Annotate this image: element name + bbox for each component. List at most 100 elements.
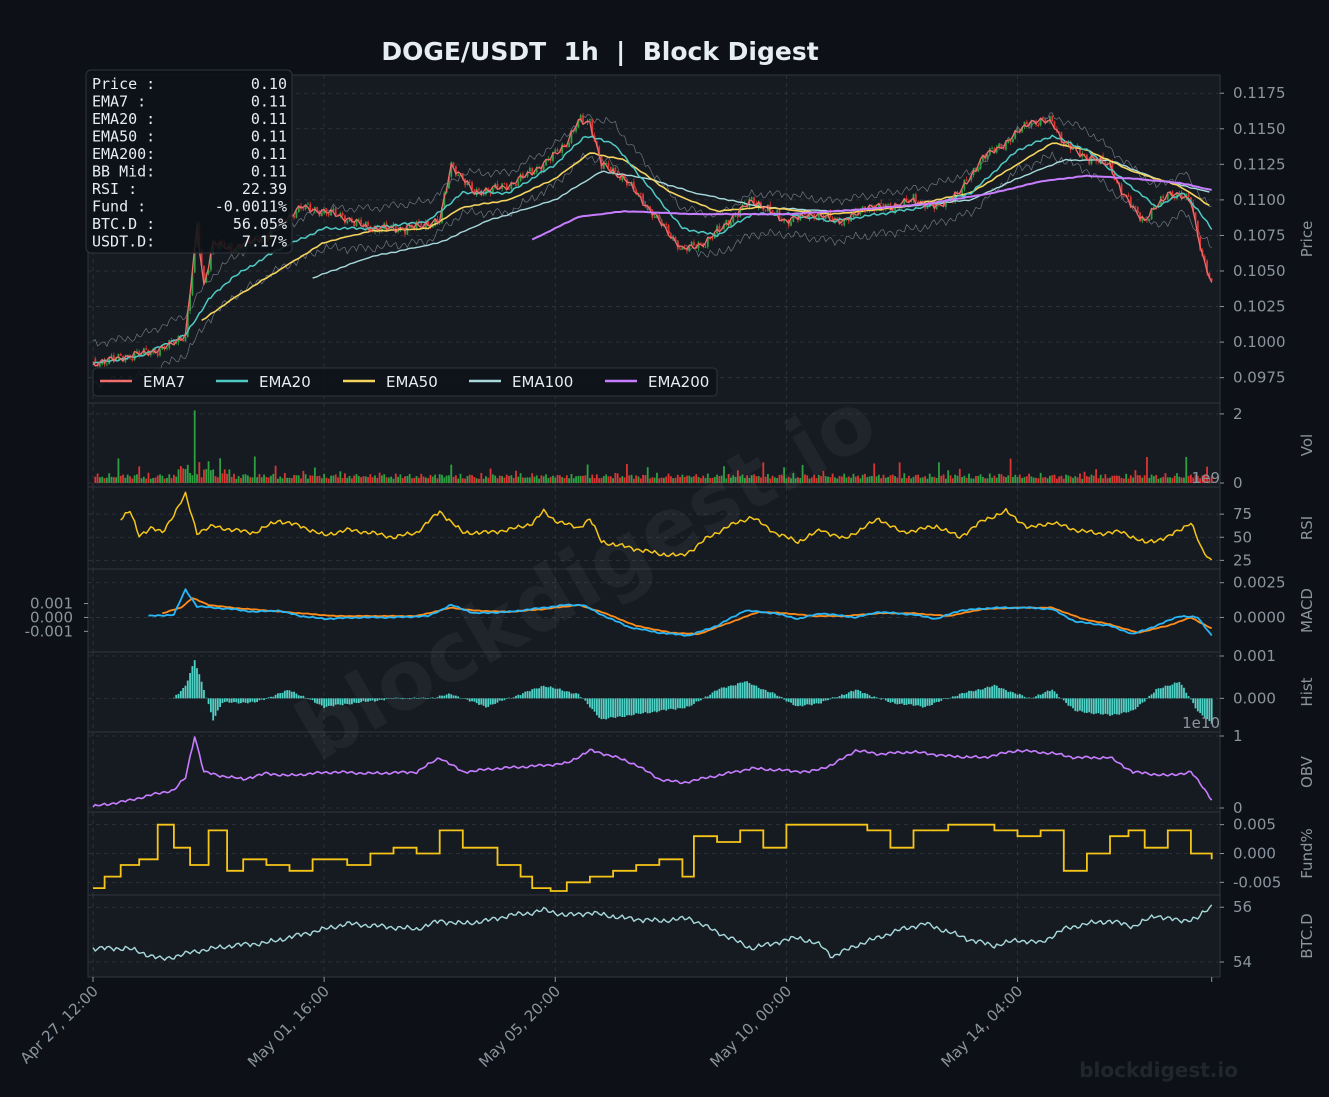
candle-body <box>420 221 423 226</box>
volume-bar <box>233 473 235 483</box>
volume-bar <box>438 474 441 483</box>
candle-body <box>1166 194 1169 200</box>
volume-bar <box>977 475 980 483</box>
volume-bar <box>228 469 231 483</box>
volume-bar <box>871 475 873 483</box>
volume-bar <box>383 474 386 483</box>
hist-bar <box>267 697 270 699</box>
volume-bar <box>845 477 848 483</box>
hist-bar <box>605 698 608 720</box>
volume-bar <box>334 474 337 483</box>
candle-body <box>1141 218 1144 222</box>
y-tick-label: 0.000 <box>1233 845 1276 863</box>
volume-bar <box>1206 466 1208 483</box>
volume-bar <box>1042 477 1044 483</box>
volume-bar <box>337 477 339 483</box>
hist-bar <box>501 698 504 701</box>
hist-bar <box>679 698 681 709</box>
volume-bar <box>341 477 344 483</box>
legend: EMA7 EMA20 EMA50 EMA100 EMA200 <box>92 367 718 397</box>
hist-bar <box>986 686 989 699</box>
info-label: EMA50 : <box>92 128 155 146</box>
hist-bar <box>565 691 568 699</box>
candle-body <box>542 165 545 172</box>
hist-bar <box>683 698 686 709</box>
funding-line <box>93 823 1213 892</box>
hist-bar <box>901 698 903 704</box>
hist-bar <box>316 698 319 704</box>
volume-bar <box>813 474 816 483</box>
volume-bar <box>914 474 917 483</box>
hist-bar <box>579 697 582 699</box>
hist-bar <box>369 698 372 701</box>
volume-bar <box>1159 477 1162 483</box>
candle-body <box>431 225 434 228</box>
volume-bar <box>461 478 464 483</box>
candle-body <box>193 246 196 273</box>
hist-bar <box>972 691 975 699</box>
hist-bar <box>1088 698 1091 713</box>
hist-bar <box>272 696 275 699</box>
volume-bar <box>843 473 846 483</box>
volume-bar <box>1044 477 1047 483</box>
hist-bar <box>503 698 506 701</box>
hist-bar <box>1035 696 1037 699</box>
volume-bar <box>746 475 749 483</box>
volume-bar <box>207 461 210 483</box>
volume-bar <box>96 473 99 483</box>
candle-body <box>836 217 839 219</box>
hist-bar <box>452 695 455 699</box>
hist-bar <box>748 682 751 699</box>
candle-body <box>1014 130 1017 139</box>
volume-bar <box>219 458 222 483</box>
volume-bar <box>676 474 679 483</box>
volume-bar <box>1125 473 1128 483</box>
candle-body <box>344 215 346 224</box>
hist-bar <box>1002 688 1005 699</box>
hist-bar <box>468 698 471 702</box>
volume-bar <box>1127 478 1130 483</box>
hist-bar <box>838 696 841 699</box>
volume-bar <box>320 478 323 483</box>
volume-bar <box>552 475 554 483</box>
y-tick-label: 75 <box>1233 505 1252 523</box>
volume-bar <box>272 473 275 483</box>
hist-bar <box>1189 698 1192 700</box>
candle-body <box>457 175 460 176</box>
volume-bar <box>736 470 739 483</box>
volume-bar <box>163 478 166 483</box>
volume-bar <box>695 474 698 483</box>
candle-body <box>1183 197 1185 199</box>
hist-bar <box>558 688 561 699</box>
candle-body <box>471 182 473 190</box>
volume-bar <box>411 478 413 483</box>
hist-bar <box>240 698 242 704</box>
volume-bar <box>1069 476 1072 483</box>
candle-body <box>175 342 178 344</box>
candle-body <box>424 221 427 228</box>
candle-body <box>727 220 730 226</box>
volume-bar <box>572 478 575 483</box>
volume-bar <box>302 470 305 483</box>
hist-bar <box>690 698 693 706</box>
volume-bar <box>887 476 890 483</box>
volume-bar <box>1018 474 1021 483</box>
candle-body <box>293 216 295 218</box>
candle-body <box>570 131 573 143</box>
candle-body <box>1153 206 1155 209</box>
legend-label: EMA50 <box>386 373 438 391</box>
volume-bar <box>318 475 321 483</box>
hist-bar <box>665 698 668 711</box>
candle-body <box>1120 184 1123 197</box>
hist-bar <box>445 694 448 699</box>
hist-bar <box>408 698 411 700</box>
y-tick-label: 0.1150 <box>1233 120 1286 138</box>
info-label: RSI : <box>92 180 137 198</box>
volume-bar <box>136 474 138 483</box>
hist-bar <box>1173 682 1176 699</box>
hist-bar <box>619 698 621 717</box>
candle-body <box>910 199 913 202</box>
candle-body <box>1012 138 1014 142</box>
hist-bar <box>1016 694 1019 699</box>
hist-bar <box>780 697 783 699</box>
